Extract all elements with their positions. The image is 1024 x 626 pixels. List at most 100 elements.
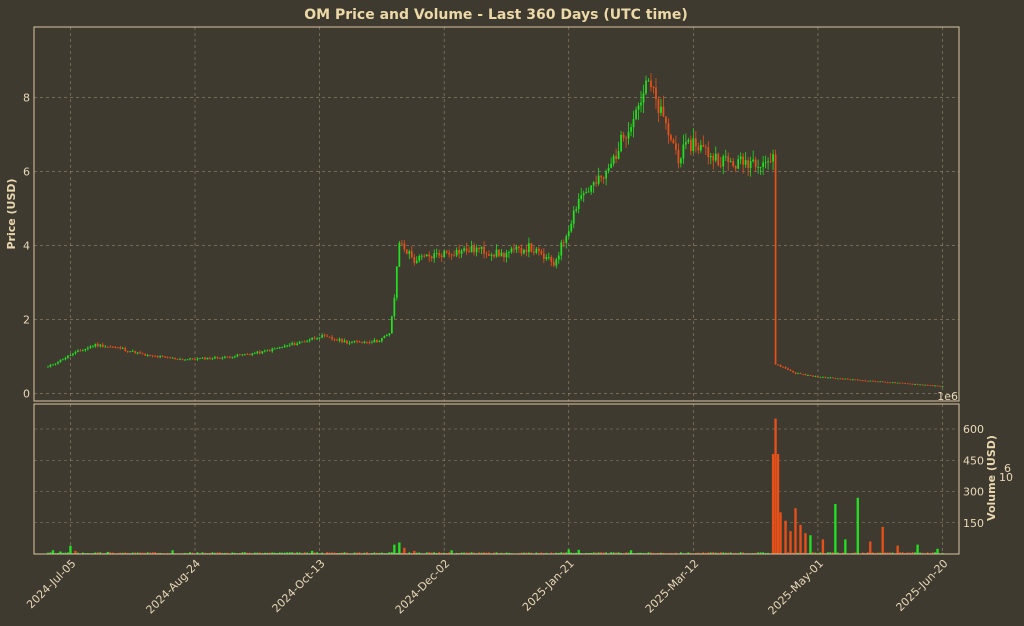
candle-body [712,155,715,161]
volume-bar [590,552,593,554]
volume-bar [712,552,715,554]
volume-bar [869,541,872,554]
candle-body [59,359,62,363]
volume-bar [408,552,411,554]
candle-body [894,382,897,384]
candle-body [363,341,366,343]
candle-body [884,381,887,383]
volume-bar [557,552,560,554]
volume-bar [428,552,431,554]
volume-bar [378,552,381,554]
candle-body [717,153,720,166]
candle-body [739,156,742,160]
volume-bar [879,552,882,554]
volume-bar [211,552,214,554]
volume-bar [854,552,857,554]
candle-body [346,340,348,344]
candle-body [891,382,894,384]
volume-bar [495,552,498,554]
candle-body [622,134,625,138]
candle-body [899,382,902,384]
volume-bar [480,552,483,554]
candle-body [361,342,363,344]
candle-body [866,380,869,382]
candle-body [241,354,244,356]
candle-body [505,252,508,258]
candle-body [134,350,137,354]
candle-body [186,359,189,361]
volume-bar [151,552,154,554]
volume-bar [562,552,565,554]
volume-bar [520,552,523,554]
candle-body [371,342,373,344]
candle-body [572,210,575,224]
candle-body [495,249,498,257]
candle-body [630,127,632,132]
candle-body [729,161,732,163]
candle-body [602,177,605,179]
candle-body [919,384,921,386]
candle-body [620,134,622,152]
candle-body [443,250,446,258]
candle-body [881,381,884,383]
volume-bar [488,552,490,554]
candle-body [423,255,426,257]
volume-bar [819,552,822,554]
volume-bar [366,552,368,554]
volume-bar [724,552,727,554]
volume-tick-label: 300 [963,486,984,499]
volume-bar [809,535,812,554]
volume-bar [425,552,428,554]
candle-body [545,257,548,259]
candle-body [555,259,558,266]
volume-bar [881,526,884,554]
volume-bar [209,552,211,554]
candle-body [784,367,787,369]
volume-bar [67,552,69,554]
candle-body [109,346,112,348]
candle-body [328,336,331,338]
volume-bar [62,552,64,554]
candle-body [465,248,468,252]
candle-body [77,350,79,352]
candle-body [199,358,201,360]
volume-bar [94,552,97,554]
candle-body [348,342,351,344]
candle-body [425,254,428,257]
volume-bar [707,552,710,554]
candle-body [699,144,702,151]
candle-body [764,162,767,164]
candle-body [104,346,107,348]
volume-bar [363,552,366,554]
candle-body [665,116,667,124]
volume-bar [734,552,737,554]
volume-bar [836,552,839,554]
volume-bar [934,552,936,554]
candle-body [141,353,144,355]
candle-body [418,256,421,261]
candle-body [577,198,580,210]
volume-bar [776,454,780,554]
volume-bar [625,552,627,554]
candle-body [393,297,396,317]
volume-bar [69,545,72,554]
volume-bar [784,520,787,554]
volume-bar [283,552,286,554]
candle-body [216,357,219,359]
volume-bar [111,552,114,554]
candle-body [856,379,859,381]
candle-body [724,156,727,158]
volume-bar [739,552,742,554]
candle-body [827,377,829,379]
volume-bar [393,544,396,554]
volume-bar [637,552,640,554]
volume-bar [941,552,944,554]
candle-body [54,363,57,365]
volume-bar [333,552,336,554]
volume-bar [286,552,289,554]
volume-bar [49,552,52,554]
volume-bar [931,552,934,554]
candle-body [747,160,750,168]
candle-body [916,384,919,385]
volume-bar [911,552,914,554]
